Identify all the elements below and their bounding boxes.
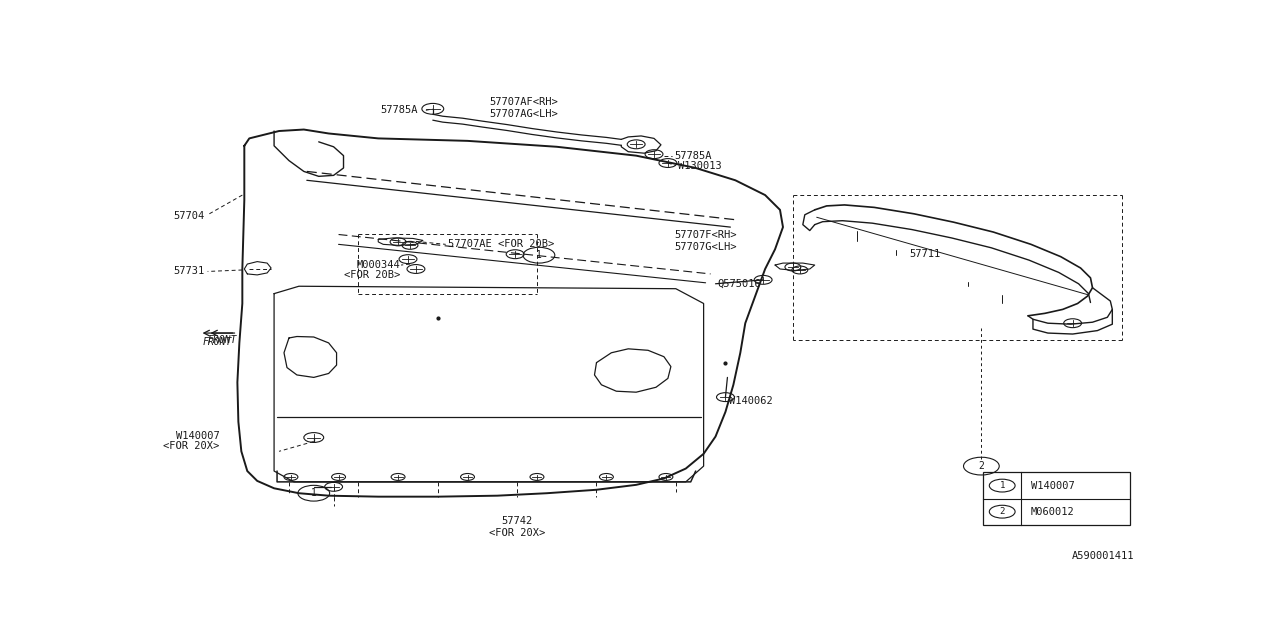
Text: W140062: W140062 <box>730 396 773 406</box>
Text: 57711: 57711 <box>909 249 941 259</box>
Text: FRONT: FRONT <box>207 335 237 346</box>
Text: 1: 1 <box>1000 481 1005 490</box>
Text: A590001411: A590001411 <box>1071 551 1134 561</box>
Text: 57742: 57742 <box>502 516 532 526</box>
Text: M000344: M000344 <box>356 260 401 270</box>
Bar <box>983 472 1130 525</box>
Text: W130013: W130013 <box>678 161 722 172</box>
Text: 57785A: 57785A <box>380 106 417 115</box>
Text: 57707AG<LH>: 57707AG<LH> <box>489 109 558 119</box>
Text: FRONT: FRONT <box>202 337 232 347</box>
Text: 57707AE <FOR 20B>: 57707AE <FOR 20B> <box>448 239 554 250</box>
Text: 57704: 57704 <box>173 211 205 221</box>
Text: W140007: W140007 <box>1030 481 1075 491</box>
Text: Q575016: Q575016 <box>718 279 762 289</box>
Text: 57707AF<RH>: 57707AF<RH> <box>489 97 558 108</box>
Text: 57707G<LH>: 57707G<LH> <box>673 242 736 252</box>
Text: 57731: 57731 <box>173 266 205 276</box>
Text: <FOR 20X>: <FOR 20X> <box>489 527 545 538</box>
Text: 2: 2 <box>978 461 984 471</box>
Text: 1: 1 <box>536 250 541 260</box>
Text: 57785A: 57785A <box>673 150 712 161</box>
Text: <FOR 20B>: <FOR 20B> <box>344 270 401 280</box>
Text: <FOR 20X>: <FOR 20X> <box>164 442 220 451</box>
Text: 1: 1 <box>311 488 316 498</box>
Text: M060012: M060012 <box>1030 507 1075 516</box>
Text: W140007: W140007 <box>175 431 220 440</box>
Text: 2: 2 <box>1000 507 1005 516</box>
Text: 57707F<RH>: 57707F<RH> <box>673 230 736 241</box>
